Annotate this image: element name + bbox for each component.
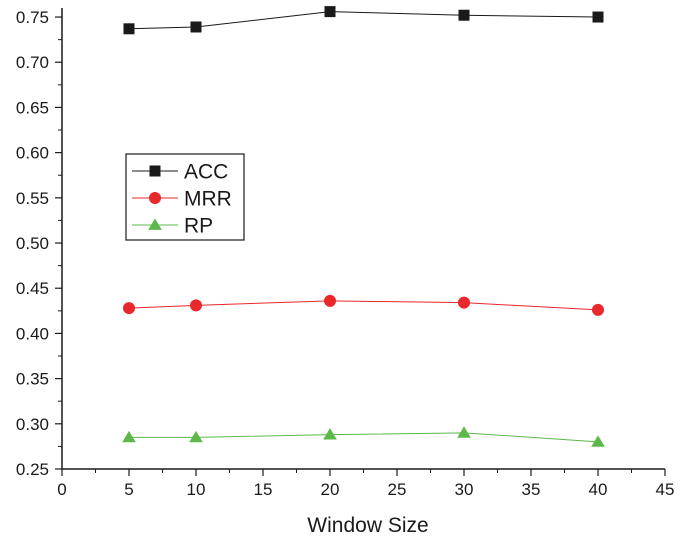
data-point-acc [123, 23, 135, 35]
data-point-acc [324, 6, 336, 18]
y-tick-label: 0.70 [16, 53, 49, 72]
x-tick-label: 10 [187, 480, 206, 499]
y-tick-label: 0.60 [16, 144, 49, 163]
x-tick-label: 35 [522, 480, 541, 499]
data-point-rp [189, 430, 203, 443]
x-tick-label: 40 [589, 480, 608, 499]
series-mrr [123, 294, 604, 316]
y-tick-label: 0.35 [16, 370, 49, 389]
legend-label-rp: RP [184, 215, 213, 238]
y-tick-label: 0.50 [16, 234, 49, 253]
x-tick-label: 45 [656, 480, 675, 499]
series-layer [122, 6, 605, 447]
series-rp [122, 426, 605, 447]
x-tick-label: 5 [124, 480, 133, 499]
data-point-acc [190, 21, 202, 33]
y-tick-label: 0.75 [16, 8, 49, 27]
data-point-acc [458, 9, 470, 21]
data-point-rp [122, 430, 136, 443]
y-tick-label: 0.25 [16, 460, 49, 479]
legend-item-rp: RP [132, 215, 213, 238]
legend-marker-rp [148, 218, 162, 230]
data-point-mrr [123, 302, 135, 315]
x-tick-label: 0 [57, 480, 66, 499]
data-point-rp [457, 426, 471, 438]
x-axis-title: Window Size [307, 514, 428, 537]
data-point-acc [592, 11, 604, 23]
data-point-rp [323, 428, 337, 440]
legend-label-acc: ACC [184, 161, 228, 184]
series-acc [123, 6, 604, 35]
data-point-mrr [324, 294, 336, 307]
legend-marker-mrr [149, 192, 161, 204]
x-tick-label: 25 [388, 480, 407, 499]
data-point-mrr [592, 303, 604, 316]
legend-marker-acc [149, 165, 161, 177]
y-tick-label: 0.30 [16, 415, 49, 434]
y-tick-label: 0.65 [16, 98, 49, 117]
axes: 0 5 10 15 20 25 30 35 40 45 0.25 0.30 0.35 0.40 0.45 0.… [16, 8, 675, 499]
data-point-mrr [458, 296, 470, 309]
y-tick-label: 0.45 [16, 279, 49, 298]
y-tick-label: 0.40 [16, 324, 49, 343]
x-tick-label: 15 [254, 480, 273, 499]
legend-item-acc: ACC [132, 161, 228, 184]
x-tick-label: 30 [455, 480, 474, 499]
legend-box [125, 153, 245, 241]
y-tick-label: 0.55 [16, 189, 49, 208]
legend-label-mrr: MRR [184, 188, 232, 211]
legend-item-mrr: MRR [132, 188, 232, 211]
legend: ACC MRR RP [125, 153, 245, 241]
data-point-rp [591, 435, 605, 447]
data-point-mrr [190, 299, 202, 312]
x-tick-label: 20 [321, 480, 340, 499]
